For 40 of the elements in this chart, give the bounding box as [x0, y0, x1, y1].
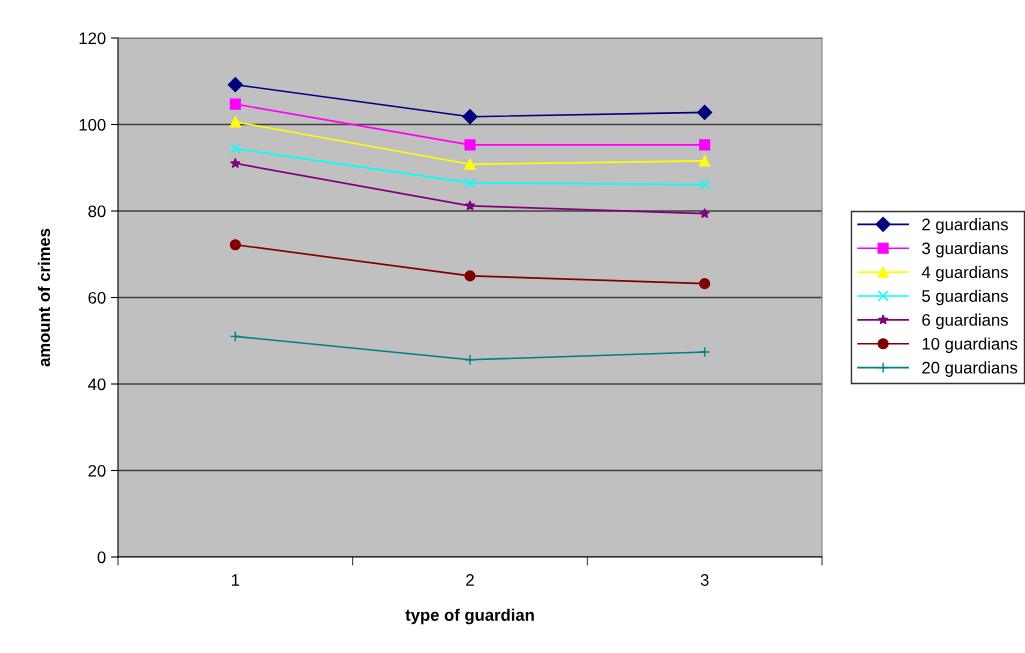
point — [229, 98, 241, 110]
legend-label: 4 guardians — [921, 265, 1008, 282]
legend-label: 2 guardians — [922, 218, 1008, 234]
point — [464, 158, 476, 170]
y-tick-label: 0 — [97, 551, 106, 564]
point — [699, 155, 711, 167]
legend-label: 3 guardians — [922, 241, 1008, 258]
point — [697, 104, 713, 120]
y-tick-label: 80 — [88, 205, 106, 218]
x-axis-title: type of guardian — [405, 608, 534, 625]
point — [464, 177, 476, 189]
y-tick-label: 40 — [88, 378, 106, 391]
point — [462, 109, 478, 125]
point — [699, 278, 711, 290]
point — [699, 179, 711, 191]
y-tick-label: 60 — [88, 291, 106, 304]
point — [464, 139, 476, 151]
legend-label: 20 guardians — [922, 361, 1018, 377]
point — [230, 157, 241, 169]
point — [229, 116, 241, 128]
y-axis-title: amount of crimes — [37, 228, 51, 367]
legend-label: 5 guardians — [922, 289, 1008, 306]
y-tick-label: 120 — [79, 32, 106, 45]
point — [227, 77, 243, 93]
y-tick-label: 20 — [88, 464, 106, 477]
point — [229, 143, 241, 155]
point — [699, 139, 711, 151]
point — [699, 346, 711, 358]
x-tick-label: 1 — [231, 574, 240, 586]
point — [464, 354, 476, 366]
point — [464, 270, 476, 282]
point — [229, 239, 241, 251]
x-tick-label: 3 — [700, 574, 709, 586]
legend-label: 10 guardians — [922, 337, 1018, 354]
point — [229, 330, 241, 342]
y-tick-label: 100 — [79, 118, 106, 131]
x-tick-label: 2 — [466, 574, 474, 586]
point — [699, 208, 710, 219]
point — [464, 200, 476, 211]
legend-label: 6 guardians — [922, 313, 1008, 330]
